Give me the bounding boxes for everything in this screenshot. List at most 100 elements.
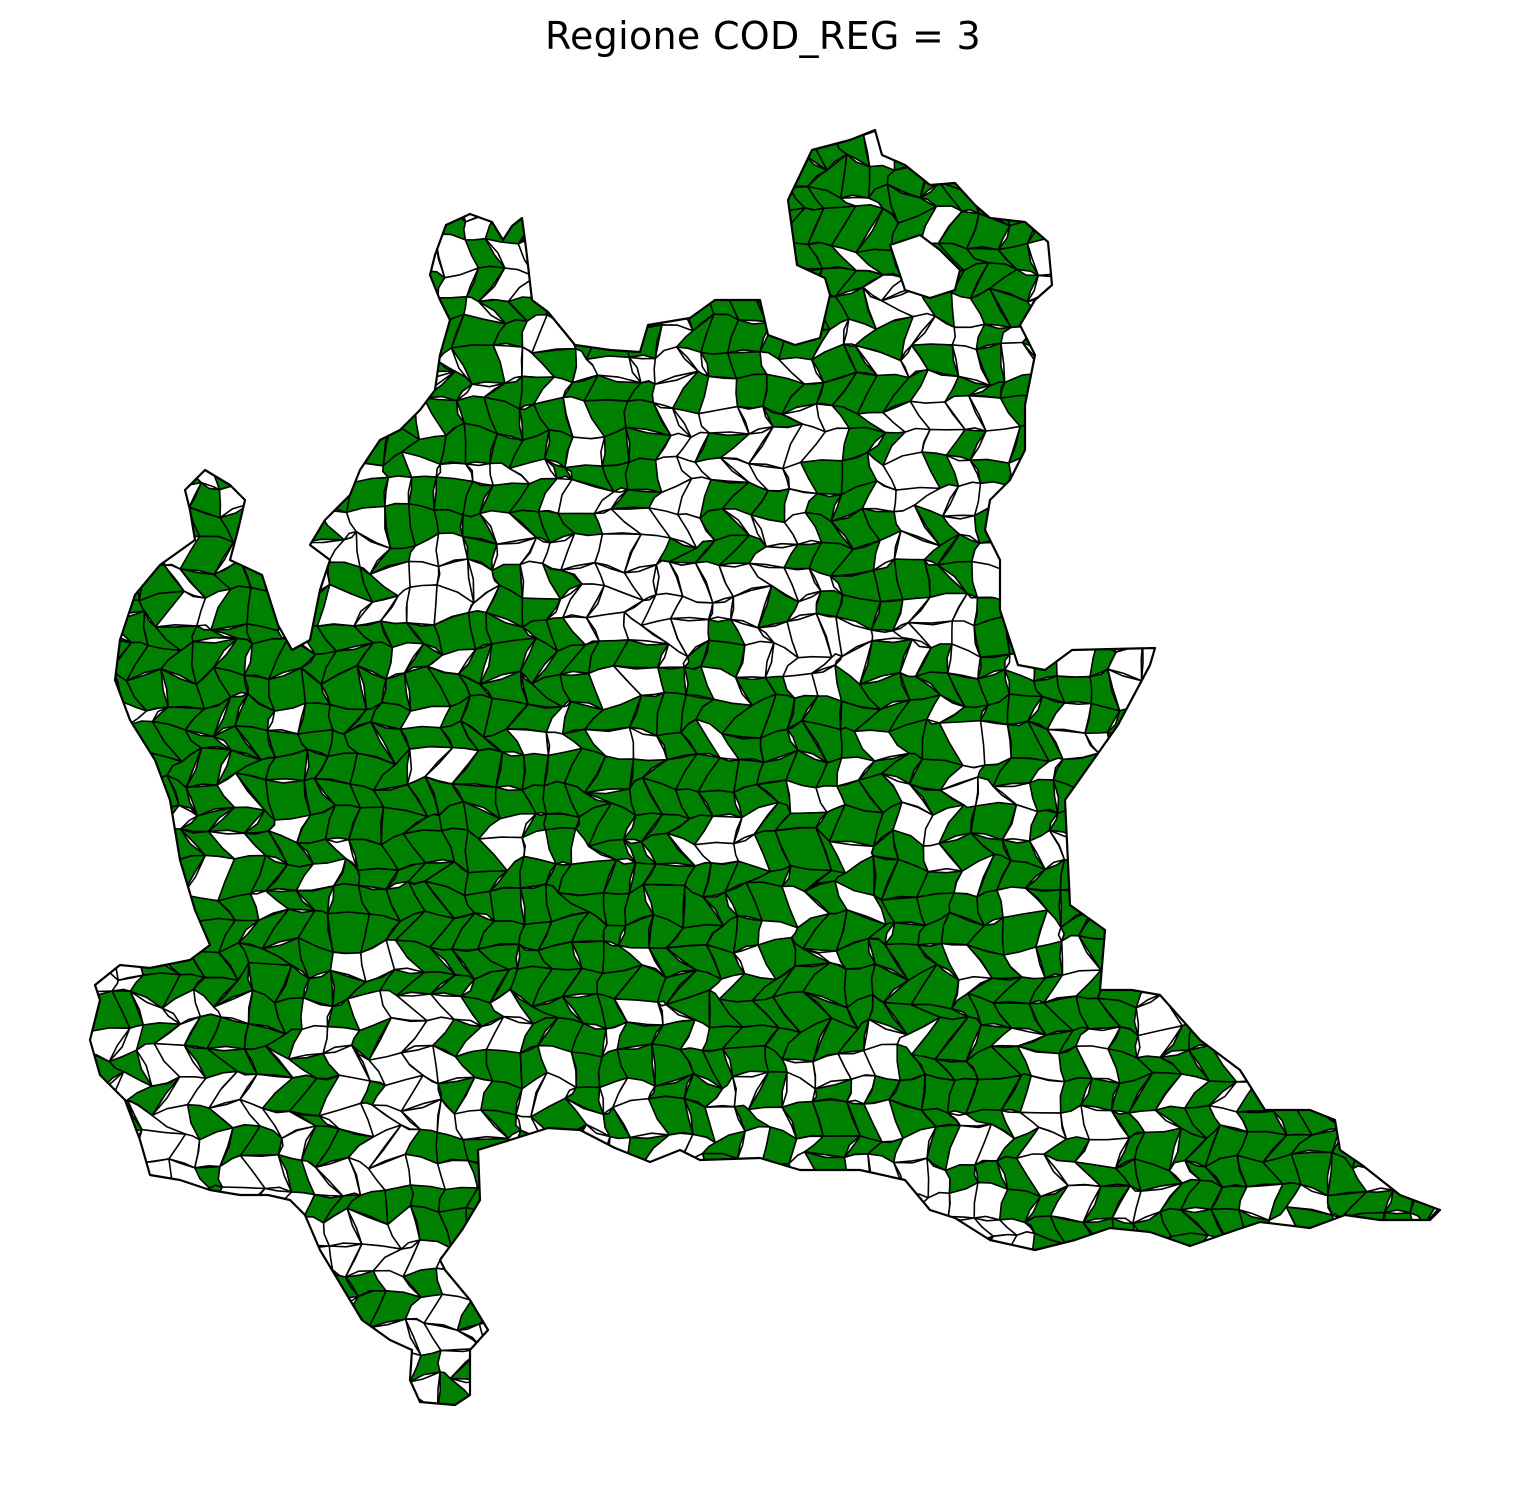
municipality-highlighted <box>811 1265 853 1299</box>
municipality <box>1248 510 1287 551</box>
municipality-highlighted <box>1409 182 1440 223</box>
municipality-highlighted <box>1123 728 1174 756</box>
municipality-highlighted <box>354 316 389 355</box>
municipality <box>1208 827 1265 873</box>
municipality <box>187 1242 237 1271</box>
municipality-highlighted <box>597 1347 642 1372</box>
municipality-highlighted <box>564 195 606 227</box>
municipality-highlighted <box>1369 583 1428 631</box>
municipality <box>1191 1297 1225 1331</box>
municipality <box>1236 373 1280 411</box>
municipality-highlighted <box>748 1214 805 1253</box>
municipality <box>58 124 88 162</box>
municipality <box>1346 537 1387 576</box>
municipality-highlighted <box>1032 372 1066 403</box>
municipality-highlighted <box>735 373 768 410</box>
municipality-highlighted <box>538 1342 575 1385</box>
municipality-highlighted <box>1368 862 1419 895</box>
municipality <box>90 130 116 131</box>
municipality <box>1382 965 1418 1006</box>
municipality-highlighted <box>1434 1000 1440 1030</box>
municipality-highlighted <box>544 1321 572 1358</box>
municipality <box>1123 346 1177 386</box>
municipality-highlighted <box>209 1204 262 1249</box>
municipality <box>90 236 116 267</box>
municipality-highlighted <box>90 583 122 628</box>
municipality-highlighted <box>530 181 582 227</box>
municipality <box>1402 371 1440 414</box>
municipality <box>1058 583 1104 626</box>
municipality <box>314 233 359 281</box>
municipality-highlighted <box>288 1327 349 1352</box>
municipality <box>139 1398 168 1405</box>
municipality-layer <box>58 124 1440 1405</box>
municipality-highlighted <box>90 665 92 702</box>
municipality-highlighted <box>345 248 397 281</box>
municipality <box>314 207 357 253</box>
municipality <box>886 1377 939 1400</box>
municipality-highlighted <box>1245 179 1293 226</box>
municipality-highlighted <box>1083 1367 1121 1405</box>
municipality <box>1206 586 1260 627</box>
municipality-highlighted <box>1216 778 1263 815</box>
municipality <box>1051 400 1088 436</box>
municipality-highlighted <box>922 1325 965 1354</box>
municipality-highlighted <box>1325 180 1355 224</box>
municipality-highlighted <box>1401 694 1438 727</box>
municipality <box>260 1346 312 1385</box>
municipality-highlighted <box>1323 217 1355 254</box>
municipality-highlighted <box>1097 1287 1144 1331</box>
municipality-highlighted <box>1340 208 1400 254</box>
municipality <box>926 1351 965 1381</box>
municipality-highlighted <box>90 699 123 734</box>
municipality <box>1216 183 1252 225</box>
municipality-highlighted <box>570 1347 609 1375</box>
municipality-highlighted <box>1155 151 1208 195</box>
municipality <box>1374 1260 1424 1305</box>
municipality-highlighted <box>352 151 394 195</box>
municipality <box>696 140 738 162</box>
municipality <box>1326 153 1373 193</box>
municipality-highlighted <box>1379 453 1426 495</box>
municipality-highlighted <box>1137 826 1169 871</box>
municipality <box>1421 476 1440 512</box>
municipality-highlighted <box>1436 298 1440 320</box>
municipality <box>567 1182 614 1224</box>
municipality-highlighted <box>1218 669 1250 702</box>
municipality <box>451 130 491 143</box>
municipality <box>869 1339 913 1387</box>
municipality-highlighted <box>1398 235 1440 266</box>
municipality-highlighted <box>115 750 153 788</box>
municipality <box>1220 432 1262 460</box>
municipality <box>546 1286 578 1329</box>
municipality-highlighted <box>776 1244 816 1279</box>
municipality <box>1124 543 1175 578</box>
municipality-highlighted <box>1070 342 1130 384</box>
municipality-highlighted <box>1134 587 1182 629</box>
municipality <box>1320 266 1374 303</box>
municipality-highlighted <box>950 130 994 171</box>
municipality-highlighted <box>153 1398 199 1405</box>
municipality-highlighted <box>1349 1397 1384 1405</box>
municipality <box>1024 455 1075 483</box>
municipality-highlighted <box>654 219 687 250</box>
municipality-highlighted <box>1052 320 1089 357</box>
municipality-highlighted <box>1325 1259 1367 1306</box>
municipality <box>162 212 209 250</box>
municipality <box>809 1211 849 1251</box>
municipality <box>178 350 236 388</box>
municipality-highlighted <box>1402 1050 1440 1083</box>
municipality <box>1213 510 1257 545</box>
municipality-highlighted <box>90 557 91 605</box>
municipality <box>191 394 238 442</box>
municipality-highlighted <box>1433 1072 1440 1117</box>
municipality-highlighted <box>131 130 177 134</box>
municipality-highlighted <box>1114 206 1150 254</box>
municipality <box>129 919 171 955</box>
municipality-highlighted <box>267 1215 309 1248</box>
municipality-highlighted <box>569 1321 609 1358</box>
municipality <box>407 560 440 589</box>
municipality <box>1158 833 1207 872</box>
municipality-highlighted <box>320 453 356 497</box>
